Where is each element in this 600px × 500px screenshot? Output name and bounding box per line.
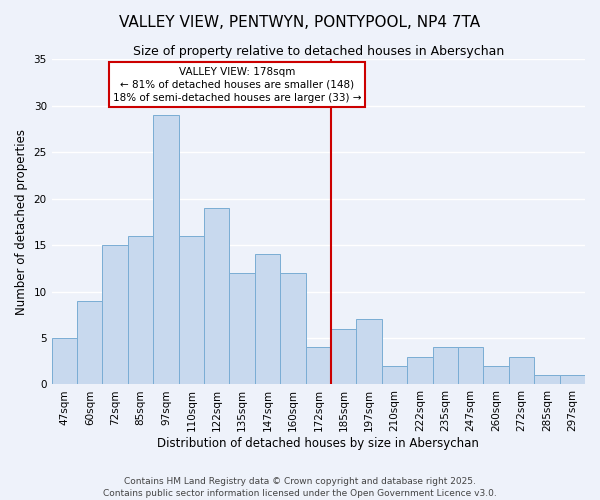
Text: VALLEY VIEW, PENTWYN, PONTYPOOL, NP4 7TA: VALLEY VIEW, PENTWYN, PONTYPOOL, NP4 7TA	[119, 15, 481, 30]
Text: Contains HM Land Registry data © Crown copyright and database right 2025.
Contai: Contains HM Land Registry data © Crown c…	[103, 476, 497, 498]
Bar	[204, 208, 229, 384]
Bar	[382, 366, 407, 384]
Bar	[103, 245, 128, 384]
Bar	[280, 273, 305, 384]
Bar	[331, 328, 356, 384]
X-axis label: Distribution of detached houses by size in Abersychan: Distribution of detached houses by size …	[157, 437, 479, 450]
Bar	[229, 273, 255, 384]
Bar	[128, 236, 153, 384]
Bar	[153, 115, 179, 384]
Bar	[534, 375, 560, 384]
Bar	[255, 254, 280, 384]
Bar	[509, 356, 534, 384]
Bar	[77, 301, 103, 384]
Text: VALLEY VIEW: 178sqm
← 81% of detached houses are smaller (148)
18% of semi-detac: VALLEY VIEW: 178sqm ← 81% of detached ho…	[113, 66, 361, 103]
Y-axis label: Number of detached properties: Number of detached properties	[15, 129, 28, 315]
Bar	[560, 375, 585, 384]
Bar	[407, 356, 433, 384]
Bar	[484, 366, 509, 384]
Bar	[356, 320, 382, 384]
Bar	[52, 338, 77, 384]
Bar	[305, 348, 331, 385]
Bar	[433, 348, 458, 385]
Title: Size of property relative to detached houses in Abersychan: Size of property relative to detached ho…	[133, 45, 504, 58]
Bar	[179, 236, 204, 384]
Bar	[458, 348, 484, 385]
